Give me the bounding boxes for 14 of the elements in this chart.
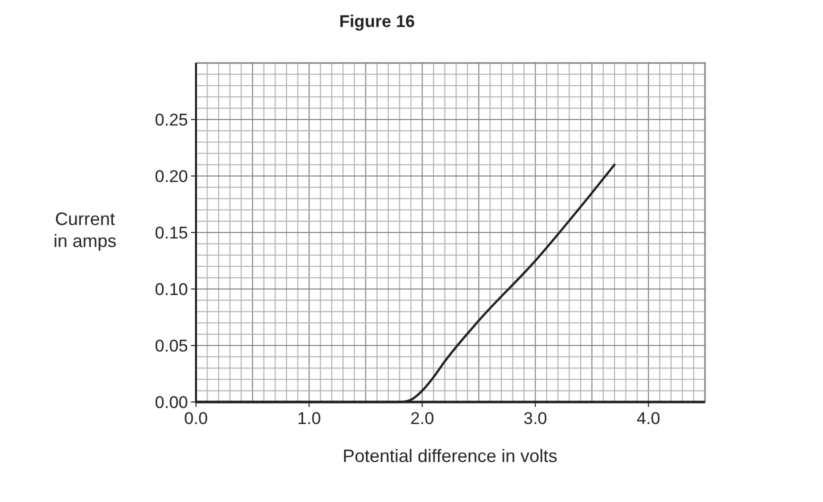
x-tick-label: 3.0 — [524, 409, 548, 428]
x-tick-label: 1.0 — [297, 409, 321, 428]
x-tick-label: 0.0 — [184, 409, 208, 428]
y-tick-label: 0.25 — [154, 110, 188, 130]
x-axis-title: Potential difference in volts — [342, 446, 558, 466]
y-tick-label: 0.20 — [154, 167, 188, 186]
y-tick-label: 0.00 — [154, 393, 188, 412]
y-tick-label: 0.05 — [154, 336, 188, 356]
x-tick-label: 4.0 — [636, 409, 660, 428]
x-tick-label: 2.0 — [410, 409, 434, 428]
chart-title: Figure 16 — [339, 12, 415, 31]
y-tick-label: 0.10 — [154, 280, 188, 299]
y-axis-title: Current in amps — [53, 209, 117, 251]
y-tick-label: 0.15 — [154, 224, 188, 242]
